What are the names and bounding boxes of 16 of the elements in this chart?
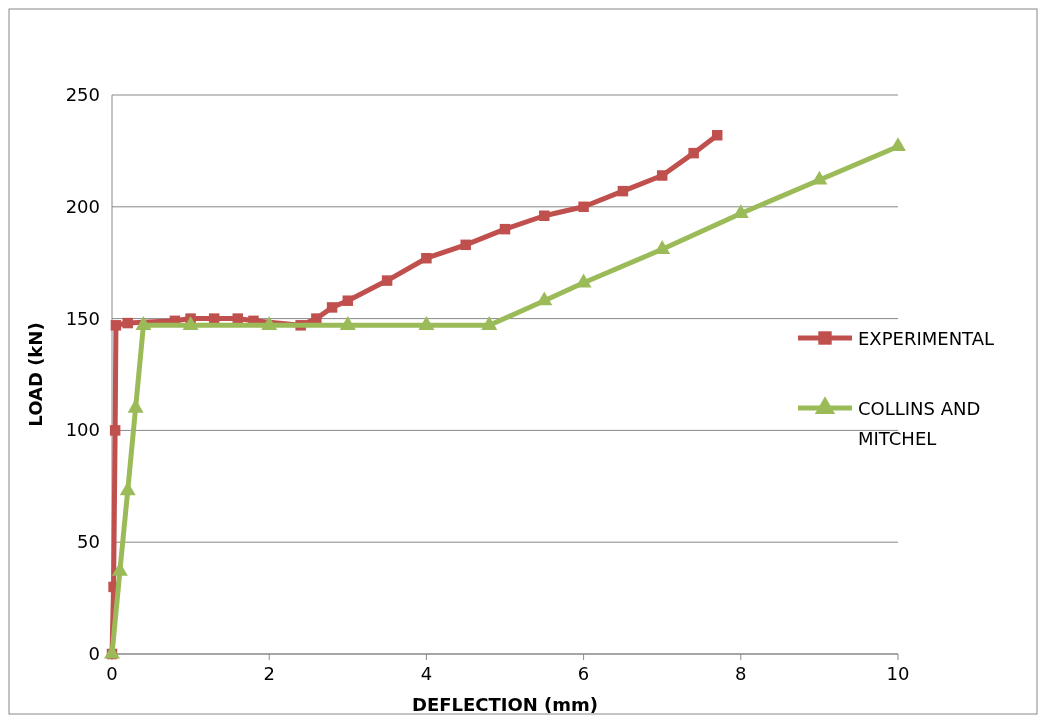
x-axis-title: DEFLECTION (mm): [411, 694, 599, 715]
x-tick-label: 4: [420, 663, 433, 684]
legend-label: COLLINS AND MITCHEL: [858, 398, 981, 449]
x-tick-label: 0: [106, 663, 118, 684]
y-tick-label: 0: [88, 643, 100, 664]
y-tick-label: 100: [65, 419, 100, 441]
y-tick-label: 200: [65, 195, 100, 217]
x-tick-label: 10: [886, 663, 910, 684]
x-tick-label: 8: [735, 663, 747, 684]
x-tick-label: 2: [263, 663, 275, 684]
y-tick-label: 50: [77, 531, 100, 553]
y-axis-title: LOAD (kN): [25, 322, 46, 427]
y-tick-label: 150: [65, 307, 100, 329]
y-tick-label: 250: [65, 84, 100, 105]
x-tick-label: 6: [577, 663, 590, 684]
legend-label: EXPERIMENTAL: [858, 328, 995, 349]
